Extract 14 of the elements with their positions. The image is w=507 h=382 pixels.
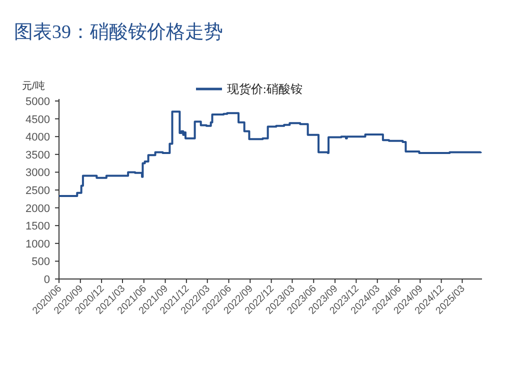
y-tick-label: 500 — [32, 256, 50, 268]
title: 图表39：硝酸铵价格走势 — [14, 22, 223, 43]
y-tick-label: 2500 — [26, 185, 50, 197]
y-tick-label: 0 — [44, 274, 50, 286]
y-tick-label: 1000 — [26, 238, 50, 250]
y-tick-label: 2000 — [26, 202, 50, 215]
y-tick-label: 5000 — [26, 96, 50, 108]
y-axis-title: 元/吨 — [22, 80, 45, 92]
y-tick-label: 3500 — [26, 149, 50, 162]
y-tick-label: 1500 — [26, 220, 50, 233]
y-tick-label: 4500 — [26, 114, 50, 126]
y-tick-label: 3000 — [26, 167, 50, 180]
legend-label: 现货价:硝酸铵 — [227, 82, 302, 96]
y-tick-label: 4000 — [26, 132, 50, 144]
